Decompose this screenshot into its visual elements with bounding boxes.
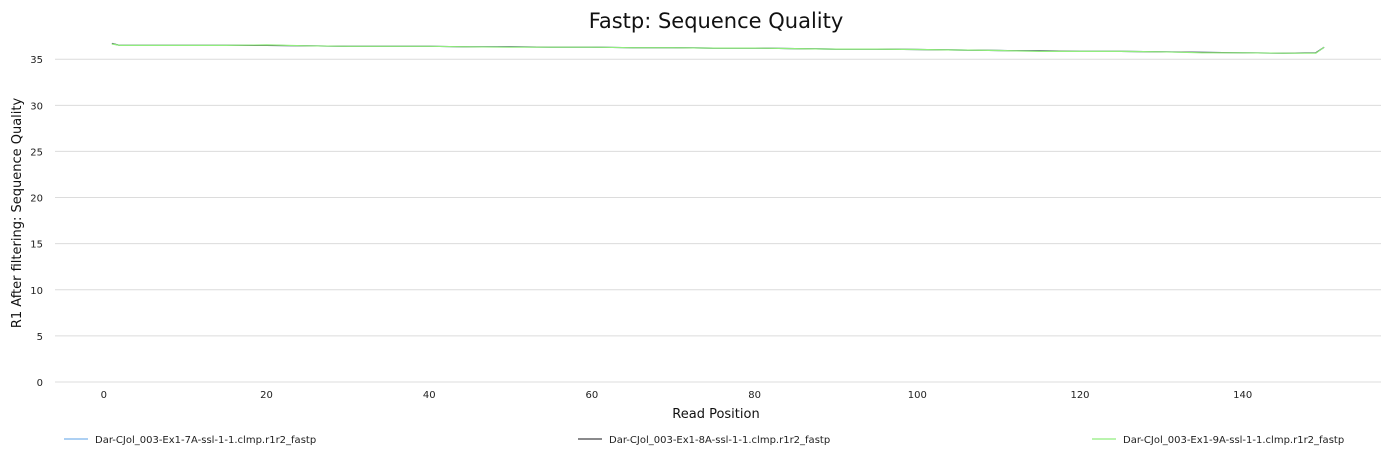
x-tick-label: 40 [423, 390, 436, 401]
legend-label: Dar-CJol_003-Ex1-9A-ssl-1-1.clmp.r1r2_fa… [1123, 435, 1344, 446]
x-tick-label: 80 [748, 390, 761, 401]
y-tick-label: 20 [30, 194, 43, 205]
x-tick-label: 120 [1070, 390, 1089, 401]
series-lines [111, 42, 1325, 54]
x-axis-ticks: 0 20 40 60 80 100 120 140 [101, 390, 1253, 401]
gridlines [55, 58, 1381, 383]
y-tick-label: 0 [37, 378, 43, 389]
x-tick-label: 100 [908, 390, 927, 401]
y-tick-label: 30 [30, 101, 43, 112]
x-tick-label: 20 [260, 390, 273, 401]
legend-label: Dar-CJol_003-Ex1-7A-ssl-1-1.clmp.r1r2_fa… [95, 435, 316, 446]
y-axis-ticks: 0 5 10 15 20 25 30 35 [30, 55, 43, 389]
x-tick-label: 140 [1233, 390, 1252, 401]
x-tick-label: 60 [586, 390, 599, 401]
series-line-3[interactable] [111, 43, 1325, 54]
legend-item[interactable]: Dar-CJol_003-Ex1-7A-ssl-1-1.clmp.r1r2_fa… [64, 435, 316, 446]
y-tick-label: 5 [37, 332, 43, 343]
x-tick-label: 0 [101, 390, 107, 401]
y-axis-title: R1 After filtering: Sequence Quality [10, 98, 25, 329]
chart-title: Fastp: Sequence Quality [589, 9, 844, 33]
legend-item[interactable]: Dar-CJol_003-Ex1-8A-ssl-1-1.clmp.r1r2_fa… [578, 435, 830, 446]
legend-item[interactable]: Dar-CJol_003-Ex1-9A-ssl-1-1.clmp.r1r2_fa… [1092, 435, 1344, 446]
legend-label: Dar-CJol_003-Ex1-8A-ssl-1-1.clmp.r1r2_fa… [609, 435, 830, 446]
legend: Dar-CJol_003-Ex1-7A-ssl-1-1.clmp.r1r2_fa… [64, 435, 1344, 446]
y-tick-label: 10 [30, 286, 43, 297]
x-axis-title: Read Position [672, 407, 759, 422]
y-tick-label: 25 [30, 147, 43, 158]
y-tick-label: 35 [30, 55, 43, 66]
y-tick-label: 15 [30, 240, 43, 251]
